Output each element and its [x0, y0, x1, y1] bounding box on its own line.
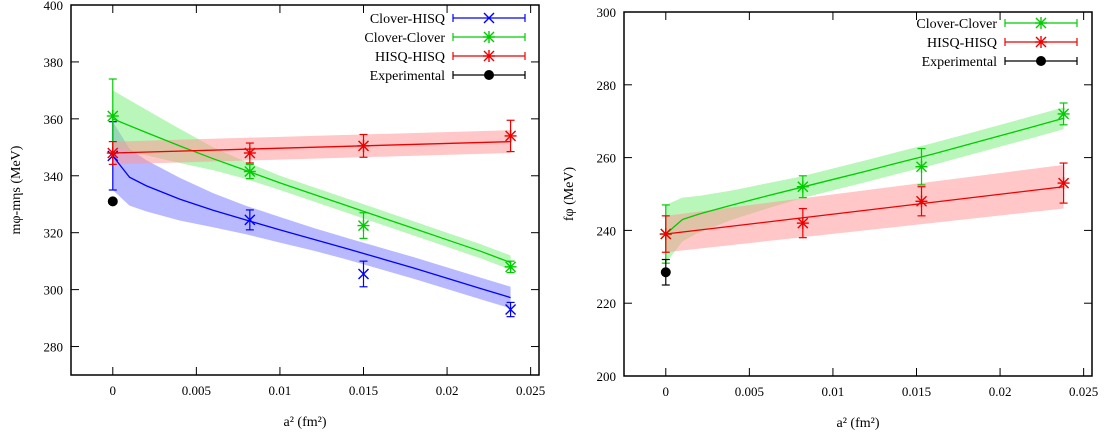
x-tick-label: 0.025 [516, 383, 545, 398]
legend-label-clover-clover: Clover-Clover [364, 31, 445, 46]
x-axis-label: a² (fm²) [284, 415, 327, 430]
data-point-experimental [107, 196, 118, 207]
data-point-clover-clover [106, 110, 119, 122]
x-axis-label: a² (fm²) [837, 416, 880, 431]
legend-marker-clover-clover [1035, 17, 1047, 29]
error-band-clover-clover [665, 107, 1064, 264]
x-tick-label: 0.005 [735, 384, 764, 399]
y-tick-label: 280 [597, 78, 617, 93]
y-tick-label: 300 [44, 283, 64, 298]
plot-frame [623, 11, 1093, 377]
plot-area [112, 90, 511, 309]
data-point-hisq-hisq [106, 147, 119, 159]
y-tick-label: 360 [44, 112, 64, 127]
legend: Clover-HISQ Clover-Clover HISQ-HISQ Experim… [364, 12, 526, 84]
y-tick-label: 260 [597, 151, 617, 166]
data-point-hisq-hisq [659, 228, 672, 241]
y-tick-label: 400 [44, 0, 64, 13]
x-tick-label: 0.02 [436, 383, 459, 398]
data-point-clover-clover [243, 165, 256, 178]
x-tick-label: 0.02 [989, 384, 1012, 399]
legend-marker-experimental [484, 70, 494, 80]
data-point-clover-hisq [358, 268, 369, 280]
y-tick-label: 340 [44, 169, 64, 184]
legend-label-hisq-hisq: HISQ-HISQ [375, 50, 445, 65]
legend-marker-clover-clover [483, 31, 495, 43]
error-band-clover-hisq [112, 121, 511, 309]
legend-marker-hisq-hisq [1035, 36, 1047, 48]
y-tick-label: 220 [597, 296, 617, 311]
error-band-hisq-hisq [665, 164, 1064, 253]
y-axis-label: mφ-mηs (MeV) [9, 145, 24, 234]
x-tick-label: 0.01 [822, 384, 845, 399]
right-chart: 0 0.005 0.01 0.015 0.02 0.025 200 220 240 260 280 3… [562, 5, 1098, 431]
x-tick-label: 0.01 [269, 383, 292, 398]
x-tick-label: 0 [663, 384, 670, 399]
data-point-clover-clover [796, 180, 809, 193]
x-tick-label: 0.015 [349, 383, 378, 398]
left-chart: 0 0.005 0.01 0.015 0.02 0.025 280 300 320 340 360 3… [9, 0, 545, 430]
legend-label-clover-clover: Clover-Clover [916, 17, 997, 32]
fit-line-hisq-hisq [665, 186, 1064, 235]
fit-line-clover-hisq [112, 155, 511, 299]
data-point-clover-clover [1057, 107, 1070, 120]
data-point-hisq-hisq [357, 139, 370, 152]
y-tick-label: 320 [44, 226, 64, 241]
y-tick-label: 280 [44, 340, 64, 355]
data-point-hisq-hisq [504, 129, 517, 142]
data-point-experimental [660, 267, 671, 278]
legend-marker-hisq-hisq [483, 50, 495, 62]
x-tick-label: 0.015 [902, 384, 931, 399]
data-point-clover-clover [357, 219, 370, 232]
data-point-hisq-hisq [1057, 177, 1070, 190]
x-tick-label: 0.025 [1069, 384, 1098, 399]
plot-frame [70, 4, 540, 376]
legend-marker-clover-hisq [483, 12, 495, 24]
data-point-clover-clover [504, 260, 517, 273]
legend-marker-experimental [1036, 56, 1046, 66]
plot-area [665, 107, 1064, 264]
data-point-hisq-hisq [243, 147, 256, 159]
legend-label-hisq-hisq: HISQ-HISQ [927, 36, 997, 51]
y-axis-label: fφ (MeV) [562, 166, 577, 221]
y-tick-label: 240 [597, 223, 617, 238]
legend: Clover-Clover HISQ-HISQ Experimental [916, 17, 1078, 70]
data-point-hisq-hisq [796, 217, 809, 230]
legend-label-clover-hisq: Clover-HISQ [370, 12, 445, 27]
y-tick-label: 200 [597, 369, 617, 384]
data-point-clover-hisq [505, 304, 517, 316]
fit-line-clover-clover [112, 118, 511, 264]
y-tick-label: 300 [597, 5, 617, 20]
x-tick-label: 0.005 [182, 383, 211, 398]
legend-label-experimental: Experimental [370, 69, 446, 84]
data-point-hisq-hisq [915, 195, 928, 208]
fit-line-hisq-hisq [112, 140, 511, 154]
fit-line-clover-clover [665, 117, 1064, 235]
x-tick-label: 0 [110, 383, 117, 398]
data-point-clover-hisq [244, 214, 256, 226]
error-band-clover-clover [112, 90, 511, 270]
y-tick-label: 380 [44, 55, 64, 70]
legend-label-experimental: Experimental [922, 55, 998, 70]
data-point-clover-clover [915, 160, 928, 173]
